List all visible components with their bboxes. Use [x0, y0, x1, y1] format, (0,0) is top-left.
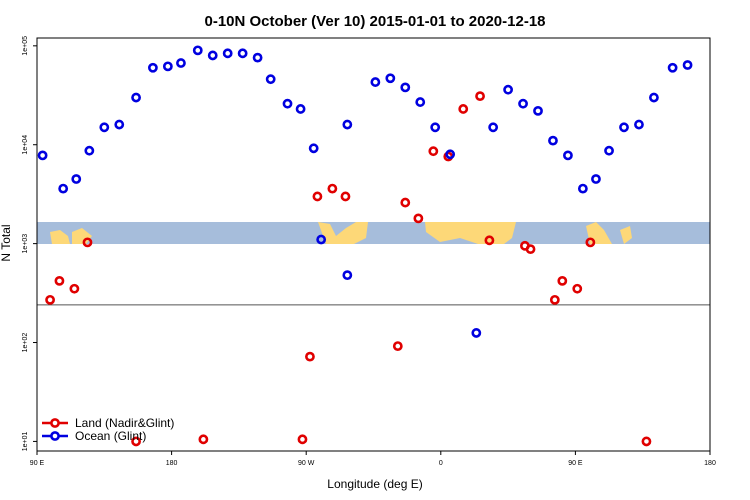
ocean-point [99, 122, 110, 133]
ocean-point [619, 122, 629, 133]
ocean-point [342, 119, 353, 130]
ocean-point [430, 122, 441, 133]
ocean-point [222, 48, 233, 59]
x-axis-label: Longitude (deg E) [327, 477, 422, 491]
land-point [400, 197, 411, 208]
land-point [327, 183, 338, 194]
plot-area: 90 E 180 90 W 0 90 E 180 1e+01 1e+02 1e+03 1e+04 1… [22, 36, 716, 467]
y-tick-label: 1e+03 [22, 234, 29, 254]
land-point [69, 283, 80, 294]
ocean-point [162, 61, 173, 72]
ocean-point [308, 143, 319, 154]
x-tick-label: 180 [704, 460, 716, 467]
legend-marker [50, 418, 60, 428]
ocean-point [252, 52, 263, 63]
ocean-point [176, 58, 186, 68]
ocean-point [370, 77, 381, 87]
land-point [549, 294, 560, 305]
ocean-point [37, 150, 48, 161]
legend-label: Land (Nadir&Glint) [75, 416, 174, 430]
ocean-point [385, 73, 396, 84]
ocean-point [634, 119, 644, 130]
ocean-point [192, 45, 203, 56]
ocean-point [577, 183, 588, 194]
ocean-point [131, 92, 141, 103]
map-land-2 [318, 222, 368, 244]
x-tick-label: 90 E [30, 460, 45, 467]
ocean-point [548, 135, 558, 146]
ocean-point [282, 98, 293, 109]
land-point [484, 235, 495, 246]
legend-marker [50, 431, 60, 441]
ocean-point [445, 149, 456, 160]
map-ocean-band [37, 222, 710, 244]
ocean-point [604, 145, 614, 156]
map-land-0 [50, 230, 70, 244]
ocean-point [265, 74, 276, 85]
ocean-point [682, 60, 693, 70]
y-tick-label: 1e+05 [22, 36, 29, 56]
ocean-point [649, 92, 659, 103]
land-point [198, 434, 209, 445]
land-point [525, 244, 536, 255]
land-point [82, 237, 93, 248]
ocean-point [342, 270, 353, 281]
y-axis-label: N Total [0, 224, 13, 261]
ocean-point [488, 122, 499, 133]
land-point [340, 191, 351, 202]
ocean-point [58, 183, 69, 194]
ocean-point [237, 48, 248, 59]
map-land-5 [620, 226, 632, 244]
ocean-point [518, 98, 528, 109]
land-point [557, 275, 568, 286]
x-tick-label: 90 W [298, 460, 315, 467]
ocean-point [415, 97, 426, 107]
x-tick-label: 90 E [568, 460, 583, 467]
y-tick-label: 1e+01 [22, 431, 29, 451]
land-point [572, 283, 583, 294]
ocean-point [295, 104, 306, 114]
land-point [297, 434, 308, 445]
chart-title: 0-10N October (Ver 10) 2015-01-01 to 202… [204, 13, 545, 30]
land-point [45, 294, 55, 305]
ocean-point [148, 62, 158, 73]
ocean-point [471, 328, 482, 338]
land-point [131, 436, 141, 447]
land-point [428, 146, 439, 157]
ocean-point [591, 174, 601, 184]
x-tick-label: 180 [166, 460, 178, 467]
ocean-point [84, 145, 95, 156]
ocean-point [563, 150, 573, 161]
ocean-point [114, 119, 125, 130]
land-point [458, 104, 469, 114]
ocean-point [400, 82, 411, 93]
ocean-point [533, 105, 543, 116]
x-tick-label: 0 [439, 460, 443, 467]
y-tick-label: 1e+04 [22, 135, 29, 155]
legend-label: Ocean (Glint) [75, 429, 146, 443]
map-land-3 [425, 222, 516, 244]
land-point [312, 191, 323, 202]
ocean-point [207, 50, 218, 61]
land-point [54, 275, 65, 286]
ocean-point [71, 174, 82, 184]
land-point [641, 436, 652, 447]
land-point [585, 237, 596, 248]
plot-frame [36, 37, 711, 452]
land-point [475, 91, 485, 102]
ocean-point [316, 234, 327, 245]
land-point [413, 213, 424, 224]
land-point [392, 341, 403, 352]
y-tick-label: 1e+02 [22, 333, 29, 353]
ocean-point [503, 84, 513, 95]
ocean-point [667, 62, 678, 73]
land-point [305, 351, 315, 362]
